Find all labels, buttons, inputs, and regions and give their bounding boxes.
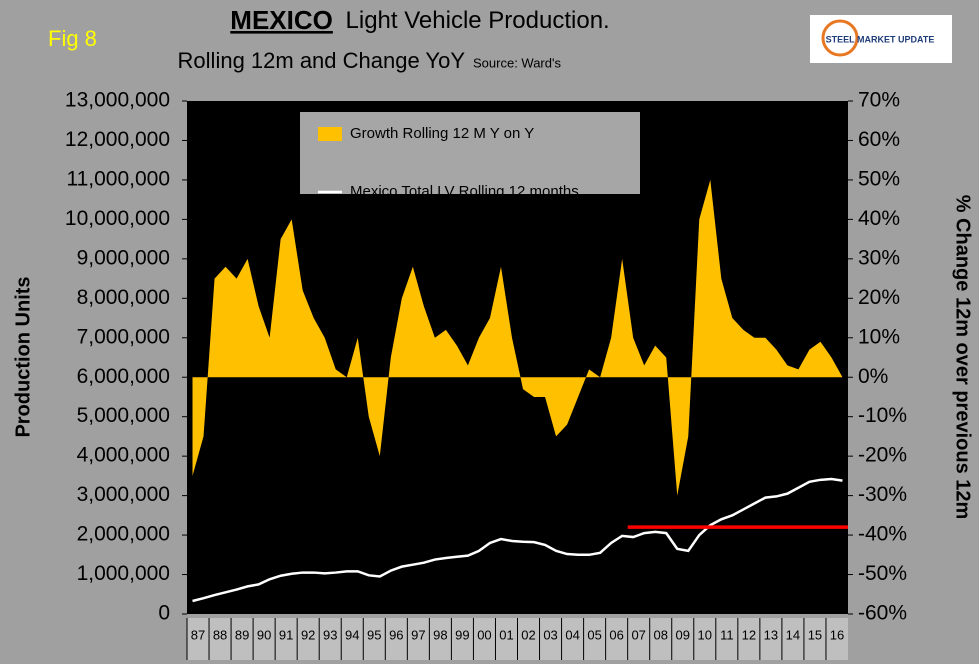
y-tick-label: 1,000,000 [77, 562, 170, 585]
chart-title: MEXICO Light Vehicle Production. [230, 5, 609, 35]
x-tick-label: 13 [764, 627, 778, 642]
y-tick-label: 7,000,000 [77, 325, 170, 348]
legend-swatch [318, 127, 342, 141]
x-tick-label: 04 [565, 627, 579, 642]
total-line [192, 477, 843, 603]
y-tick-label: 10,000,000 [65, 207, 170, 230]
y-tick-label: 0 [158, 602, 170, 625]
y2-tick-label: -40% [858, 523, 907, 546]
y2-tick-label: 60% [858, 128, 900, 151]
x-tick-label: 87 [191, 627, 205, 642]
y-tick-label: 6,000,000 [77, 365, 170, 388]
x-tick-label: 91 [279, 627, 293, 642]
y2-tick-label: -60% [858, 602, 907, 625]
source: Source: Ward's [473, 55, 561, 70]
x-tick-label: 90 [257, 627, 271, 642]
x-tick-label: 93 [323, 627, 337, 642]
x-tick-label: 00 [477, 627, 491, 642]
y2-tick-label: 20% [858, 286, 900, 309]
x-tick-label: 12 [742, 627, 756, 642]
y2-tick-label: 50% [858, 167, 900, 190]
x-tick-label: 88 [213, 627, 227, 642]
y-tick-label: 13,000,000 [65, 89, 170, 112]
x-tick-label: 15 [808, 627, 822, 642]
x-tick-label: 05 [587, 627, 601, 642]
x-tick-label: 11 [720, 627, 734, 642]
y2-tick-label: 30% [858, 246, 900, 269]
y-tick-label: 11,000,000 [66, 167, 170, 190]
x-tick-label: 97 [411, 627, 425, 642]
y-tick-label: 12,000,000 [65, 128, 170, 151]
x-tick-label: 06 [609, 627, 623, 642]
x-tick-label: 98 [433, 627, 447, 642]
title-main: MEXICO [230, 5, 333, 35]
y2-axis-label: % Change 12m over previous 12m [952, 195, 974, 520]
x-tick-label: 95 [367, 627, 381, 642]
y2-tick-label: -10% [858, 404, 907, 427]
y-tick-label: 4,000,000 [77, 444, 170, 467]
y-tick-label: 8,000,000 [77, 286, 170, 309]
y2-tick-label: 70% [858, 89, 900, 112]
x-tick-label: 92 [301, 627, 315, 642]
legend-label: Mexico Total LV Rolling 12 months [350, 183, 579, 200]
y2-tick-label: -20% [858, 444, 907, 467]
y2-tick-label: -30% [858, 483, 907, 506]
x-tick-label: 94 [345, 627, 359, 642]
y-tick-label: 5,000,000 [77, 404, 170, 427]
x-tick-label: 08 [653, 627, 667, 642]
subtitle: Rolling 12m and Change YoY [178, 48, 466, 73]
x-tick-label: 14 [786, 627, 800, 642]
y-tick-label: 3,000,000 [77, 483, 170, 506]
x-tick-label: 16 [830, 627, 844, 642]
x-tick-label: 89 [235, 627, 249, 642]
x-tick-label: 09 [676, 627, 690, 642]
y2-tick-label: -50% [858, 562, 907, 585]
x-tick-label: 99 [455, 627, 469, 642]
legend-label: Growth Rolling 12 M Y on Y [350, 125, 534, 142]
logo-swoosh [821, 19, 859, 57]
y-tick-label: 2,000,000 [77, 523, 170, 546]
y2-tick-label: 0% [858, 365, 888, 388]
y-axis-label: Production Units [12, 276, 34, 437]
y2-tick-label: 40% [858, 207, 900, 230]
growth-area [192, 179, 843, 496]
legend-box [300, 112, 640, 194]
x-tick-label: 10 [698, 627, 712, 642]
x-tick-label: 03 [543, 627, 557, 642]
y2-tick-label: 10% [858, 325, 900, 348]
logo: STEEL MARKET UPDATE [826, 34, 935, 44]
x-tick-label: 07 [631, 627, 645, 642]
x-tick-label: 96 [389, 627, 403, 642]
x-tick-label: 02 [521, 627, 535, 642]
y-tick-label: 9,000,000 [77, 246, 170, 269]
x-tick-label: 01 [499, 627, 513, 642]
figure-label: Fig 8 [48, 26, 97, 51]
title-rest: Light Vehicle Production. [346, 7, 610, 34]
